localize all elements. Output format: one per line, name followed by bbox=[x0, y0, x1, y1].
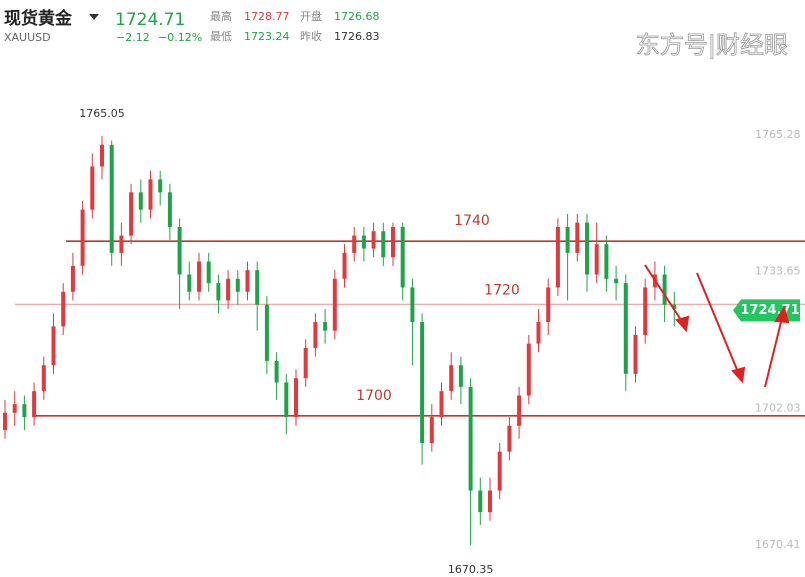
watermark: 东方号|财经眼 bbox=[636, 31, 788, 59]
candle-body bbox=[12, 404, 17, 413]
candle-body bbox=[410, 287, 415, 323]
plot-area: 1670.41 1702.03 1733.65 1765.28 1765.05 1670.… bbox=[3, 107, 805, 576]
candle-body bbox=[235, 278, 240, 292]
candle-body bbox=[216, 283, 221, 301]
candle-body bbox=[352, 235, 357, 253]
candle-body bbox=[332, 278, 337, 331]
change: −2.12 bbox=[116, 31, 150, 44]
symbol: XAUUSD bbox=[4, 31, 51, 44]
annotation: 1700 bbox=[356, 388, 392, 404]
stat-value: 1726.83 bbox=[334, 30, 380, 43]
candle-body bbox=[526, 343, 531, 396]
change-pct: −0.12% bbox=[158, 31, 202, 44]
candle-body bbox=[70, 265, 75, 292]
candle-body bbox=[361, 235, 366, 249]
candle-body bbox=[119, 235, 124, 253]
stat-value: 1723.24 bbox=[244, 30, 290, 43]
candle-body bbox=[323, 322, 328, 331]
candle-body bbox=[22, 404, 27, 418]
candle-body bbox=[400, 226, 405, 288]
candle-body bbox=[158, 179, 163, 193]
max-label: 1765.05 bbox=[79, 107, 125, 120]
candle-body bbox=[371, 231, 376, 249]
candle-body bbox=[90, 166, 95, 210]
candle-body bbox=[264, 304, 269, 361]
candle-body bbox=[643, 287, 648, 335]
candle-body bbox=[381, 231, 386, 258]
candle-body bbox=[3, 412, 7, 431]
stat-label: 昨收 bbox=[300, 29, 322, 43]
candle-body bbox=[546, 287, 551, 323]
candle-body bbox=[61, 291, 66, 327]
candle-body bbox=[255, 270, 260, 305]
dropdown-icon[interactable] bbox=[89, 14, 99, 20]
candle-body bbox=[313, 322, 318, 348]
candle-body bbox=[575, 222, 580, 253]
candle-body bbox=[226, 278, 231, 301]
candle-body bbox=[594, 244, 599, 275]
y-tick-label: 1765.28 bbox=[755, 128, 801, 141]
annotation: 1740 bbox=[454, 213, 490, 229]
candle-body bbox=[488, 490, 492, 513]
candle-body bbox=[129, 192, 134, 236]
candle-body bbox=[478, 490, 483, 513]
min-label: 1670.35 bbox=[448, 563, 494, 576]
candle-body bbox=[662, 274, 667, 305]
candle-body bbox=[633, 334, 638, 374]
stat-label: 最高 bbox=[210, 9, 232, 23]
candle-body bbox=[614, 278, 619, 284]
candle-body bbox=[672, 304, 677, 310]
candle-body bbox=[100, 144, 104, 167]
candle-body bbox=[458, 365, 463, 387]
candle-body bbox=[245, 270, 250, 292]
candle-body bbox=[51, 326, 56, 366]
candle-body bbox=[41, 365, 46, 392]
candle-body bbox=[206, 261, 211, 284]
annotation: 1720 bbox=[484, 282, 520, 298]
instrument-name: 现货黄金 bbox=[4, 8, 73, 29]
candle-body bbox=[536, 322, 541, 344]
stat-value: 1726.68 bbox=[334, 10, 380, 23]
candle-body bbox=[167, 192, 172, 227]
candle-body bbox=[148, 179, 153, 210]
candle-body bbox=[197, 261, 201, 292]
candle-body bbox=[429, 417, 434, 444]
candle-body bbox=[507, 425, 512, 452]
candle-body bbox=[274, 360, 279, 383]
candle-body bbox=[391, 226, 395, 258]
candle-body bbox=[439, 391, 444, 418]
candle-body bbox=[585, 222, 589, 275]
candle-body bbox=[497, 451, 502, 491]
candle-body bbox=[604, 244, 609, 279]
stat-label: 最低 bbox=[210, 30, 232, 43]
candle-body bbox=[294, 378, 298, 418]
price: 1724.71 bbox=[115, 10, 185, 30]
y-tick-label: 1733.65 bbox=[755, 265, 801, 278]
candle-body bbox=[187, 274, 192, 292]
candle-body bbox=[420, 322, 425, 444]
candle-body bbox=[109, 144, 114, 253]
y-tick-label: 1670.41 bbox=[755, 538, 801, 551]
candle-body bbox=[565, 226, 570, 253]
candle-body bbox=[303, 347, 308, 379]
candle-body bbox=[555, 226, 560, 288]
candle-body bbox=[342, 252, 347, 279]
candle-body bbox=[80, 209, 85, 266]
arrows bbox=[644, 264, 790, 388]
candle-body bbox=[623, 283, 628, 374]
stat-value: 1728.77 bbox=[244, 10, 290, 23]
candle-body bbox=[449, 365, 454, 392]
candle-body bbox=[284, 382, 289, 418]
stat-label: 开盘 bbox=[300, 9, 322, 23]
candle-body bbox=[177, 226, 182, 275]
price-tag-label: 1724.71 bbox=[740, 303, 799, 318]
candle-body bbox=[468, 386, 473, 491]
candle-body bbox=[517, 395, 522, 426]
y-tick-label: 1702.03 bbox=[755, 401, 801, 414]
candle-body bbox=[138, 192, 143, 210]
candle-body bbox=[32, 391, 37, 418]
